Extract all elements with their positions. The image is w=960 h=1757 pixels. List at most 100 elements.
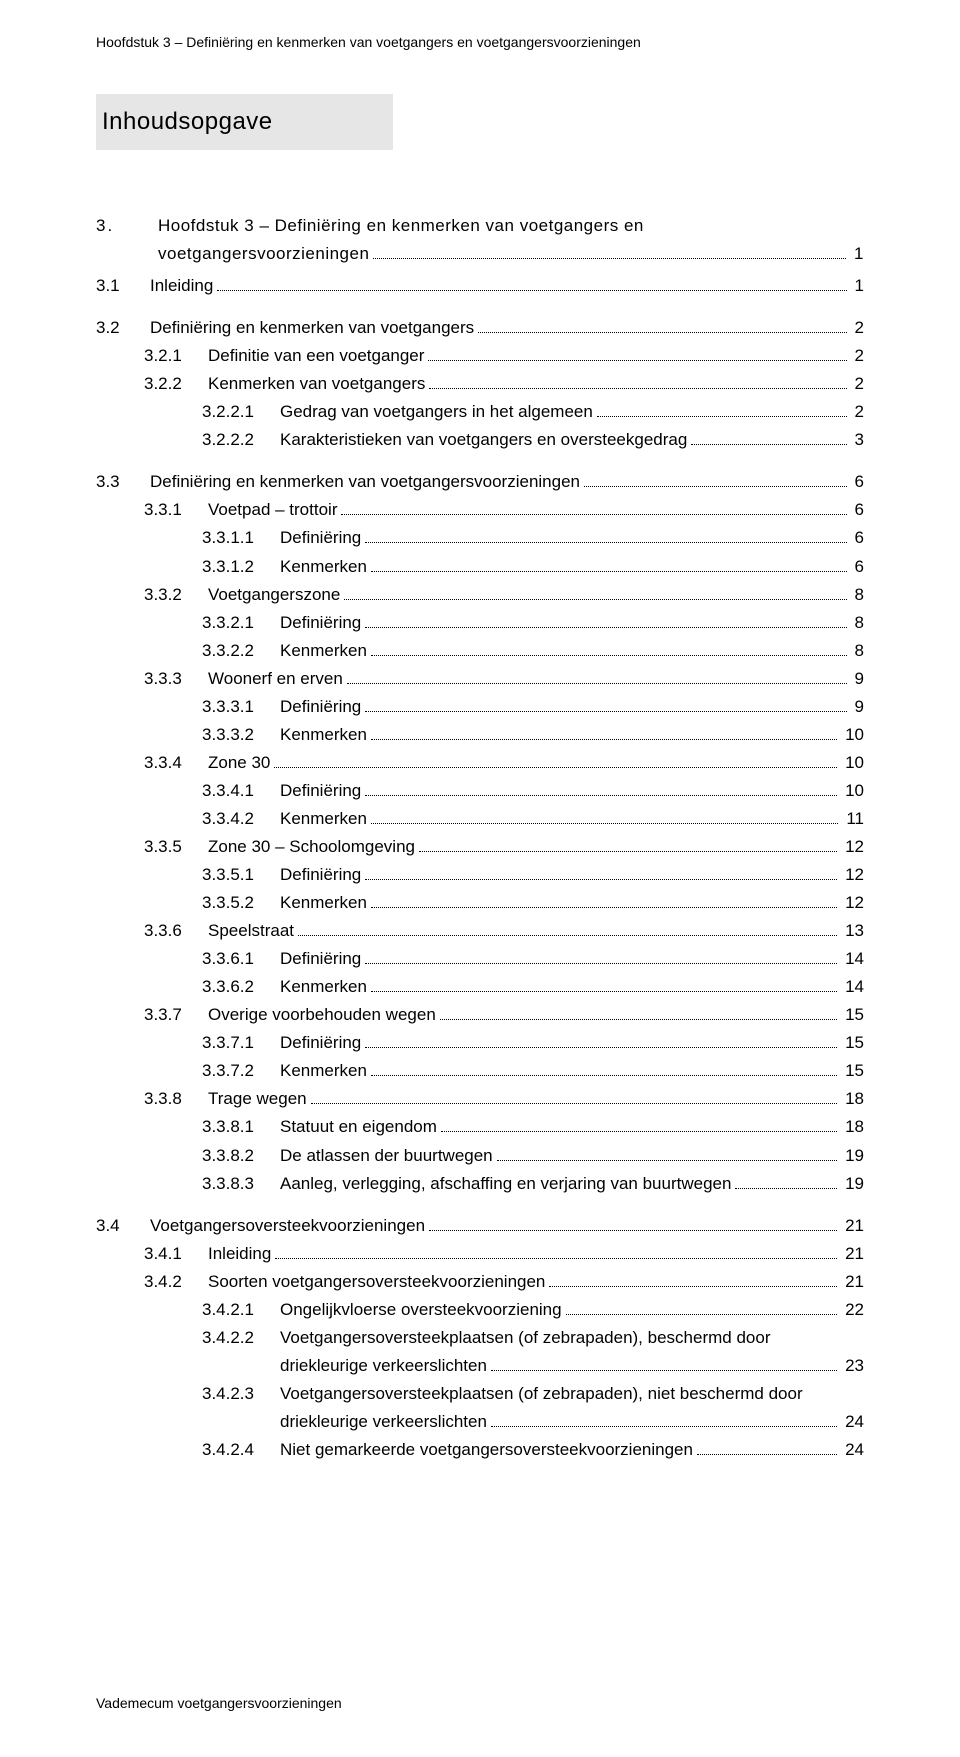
toc-leader (419, 837, 837, 852)
toc-leader (298, 921, 837, 936)
toc-page: 9 (851, 665, 864, 693)
toc-entry: 3.3Definiëring en kenmerken van voetgang… (96, 468, 864, 496)
toc-leader (217, 276, 846, 291)
section-title: Inhoudsopgave (102, 108, 273, 135)
toc-entry: 3.4.1Inleiding21 (96, 1240, 864, 1268)
toc-number: 3.3.8.2 (202, 1142, 280, 1170)
toc-number: 3.3.3.1 (202, 693, 280, 721)
toc-page: 2 (851, 398, 864, 426)
toc-number: 3.3 (96, 468, 150, 496)
toc-page: 10 (841, 749, 864, 777)
toc-label: Niet gemarkeerde voetgangersoversteekvoo… (280, 1436, 693, 1464)
toc-leader (491, 1355, 837, 1370)
toc-entry: 3.4.2.2Voetgangersoversteekplaatsen (of … (96, 1324, 864, 1380)
toc-page: 18 (841, 1113, 864, 1141)
toc-label: Kenmerken (280, 973, 367, 1001)
toc-label: Voetpad – trottoir (208, 496, 337, 524)
toc-entry: 3.3.2Voetgangerszone8 (96, 581, 864, 609)
toc-page: 19 (841, 1142, 864, 1170)
toc-number: 3.2.2 (144, 370, 208, 398)
toc-number: 3.3.2.2 (202, 637, 280, 665)
toc-leader (428, 346, 846, 361)
toc-label: Aanleg, verlegging, afschaffing en verja… (280, 1170, 731, 1198)
toc-leader (365, 528, 846, 543)
toc-entry: 3.3.3Woonerf en erven9 (96, 665, 864, 693)
toc-page: 2 (851, 370, 864, 398)
toc-page: 18 (841, 1085, 864, 1113)
toc-number: 3.3.1 (144, 496, 208, 524)
toc-entry: 3.3.6.1Definiëring14 (96, 945, 864, 973)
toc-page: 8 (851, 637, 864, 665)
toc-leader (311, 1089, 837, 1104)
toc-entry: 3.4.2.1Ongelijkvloerse oversteekvoorzien… (96, 1296, 864, 1324)
toc-number: 3.3.7.2 (202, 1057, 280, 1085)
toc-page: 15 (841, 1001, 864, 1029)
toc-leader (371, 724, 837, 739)
toc-page: 6 (851, 468, 864, 496)
toc-label: Kenmerken (280, 889, 367, 917)
toc-page: 11 (842, 805, 864, 833)
toc-label: Definiëring (280, 1029, 361, 1057)
toc-page: 6 (851, 553, 864, 581)
toc-entry: 3.1Inleiding1 (96, 272, 864, 300)
toc-leader (371, 893, 837, 908)
toc-page: 1 (851, 272, 864, 300)
toc-number: 3.3.6.2 (202, 973, 280, 1001)
toc-label: Inleiding (208, 1240, 271, 1268)
toc-leader (597, 402, 847, 417)
toc-number: 3.3.8.1 (202, 1113, 280, 1141)
toc-page: 12 (841, 889, 864, 917)
toc-entry: 3.3.8Trage wegen18 (96, 1085, 864, 1113)
toc-label: Karakteristieken van voetgangers en over… (280, 426, 687, 454)
toc-number: 3.3.2 (144, 581, 208, 609)
toc-label: Kenmerken van voetgangers (208, 370, 425, 398)
toc-entry: 3.3.1Voetpad – trottoir6 (96, 496, 864, 524)
toc-number: 3. (96, 212, 158, 240)
toc-leader (440, 1005, 837, 1020)
toc-page: 3 (851, 426, 864, 454)
toc-leader (478, 318, 846, 333)
toc-label-cont: voetgangersvoorzieningen (158, 240, 369, 268)
toc-number: 3.3.4.2 (202, 805, 280, 833)
toc-page: 8 (851, 581, 864, 609)
toc-entry: 3.3.6Speelstraat13 (96, 917, 864, 945)
toc-entry: 3.3.8.3Aanleg, verlegging, afschaffing e… (96, 1170, 864, 1198)
toc-label: Soorten voetgangersoversteekvoorzieninge… (208, 1268, 545, 1296)
toc-label: Zone 30 (208, 749, 270, 777)
toc-page: 15 (841, 1029, 864, 1057)
toc-entry: 3.3.4.1Definiëring10 (96, 777, 864, 805)
toc-number: 3.3.5.2 (202, 889, 280, 917)
section-title-block: Inhoudsopgave (96, 94, 393, 150)
toc-label: Speelstraat (208, 917, 294, 945)
toc-number: 3.3.8.3 (202, 1170, 280, 1198)
toc-entry: 3.4Voetgangersoversteekvoorzieningen21 (96, 1212, 864, 1240)
toc-number: 3.3.7 (144, 1001, 208, 1029)
toc-entry: 3.4.2.4Niet gemarkeerde voetgangersovers… (96, 1436, 864, 1464)
toc-number: 3.3.5.1 (202, 861, 280, 889)
toc-page: 2 (851, 342, 864, 370)
toc-label: Overige voorbehouden wegen (208, 1001, 436, 1029)
toc-label: Zone 30 – Schoolomgeving (208, 833, 415, 861)
toc-label: Kenmerken (280, 553, 367, 581)
toc-number: 3.3.5 (144, 833, 208, 861)
toc-page: 21 (841, 1212, 864, 1240)
toc-entry: 3.3.7Overige voorbehouden wegen 15 (96, 1001, 864, 1029)
toc-entry: 3.3.1.2Kenmerken6 (96, 553, 864, 581)
page-footer: Vademecum voetgangersvoorzieningen (96, 1695, 342, 1711)
toc-entry: 3.3.1.1Definiëring6 (96, 524, 864, 552)
toc-page: 19 (841, 1170, 864, 1198)
toc-number: 3.4.2.2 (202, 1324, 280, 1352)
toc-page: 14 (841, 973, 864, 1001)
toc-number: 3.2.1 (144, 342, 208, 370)
toc-entry: 3.3.3.2Kenmerken10 (96, 721, 864, 749)
toc-leader (373, 244, 846, 259)
toc-entry: 3.3.2.1Definiëring8 (96, 609, 864, 637)
toc-leader (697, 1440, 837, 1455)
toc-entry: 3.4.2.3Voetgangersoversteekplaatsen (of … (96, 1380, 864, 1436)
toc-number: 3.4.2.4 (202, 1436, 280, 1464)
toc-leader (371, 809, 838, 824)
toc-entry: 3.3.2.2Kenmerken8 (96, 637, 864, 665)
toc-page: 10 (841, 721, 864, 749)
toc-entry: 3.2.2.2Karakteristieken van voetgangers … (96, 426, 864, 454)
toc-number: 3.3.3 (144, 665, 208, 693)
